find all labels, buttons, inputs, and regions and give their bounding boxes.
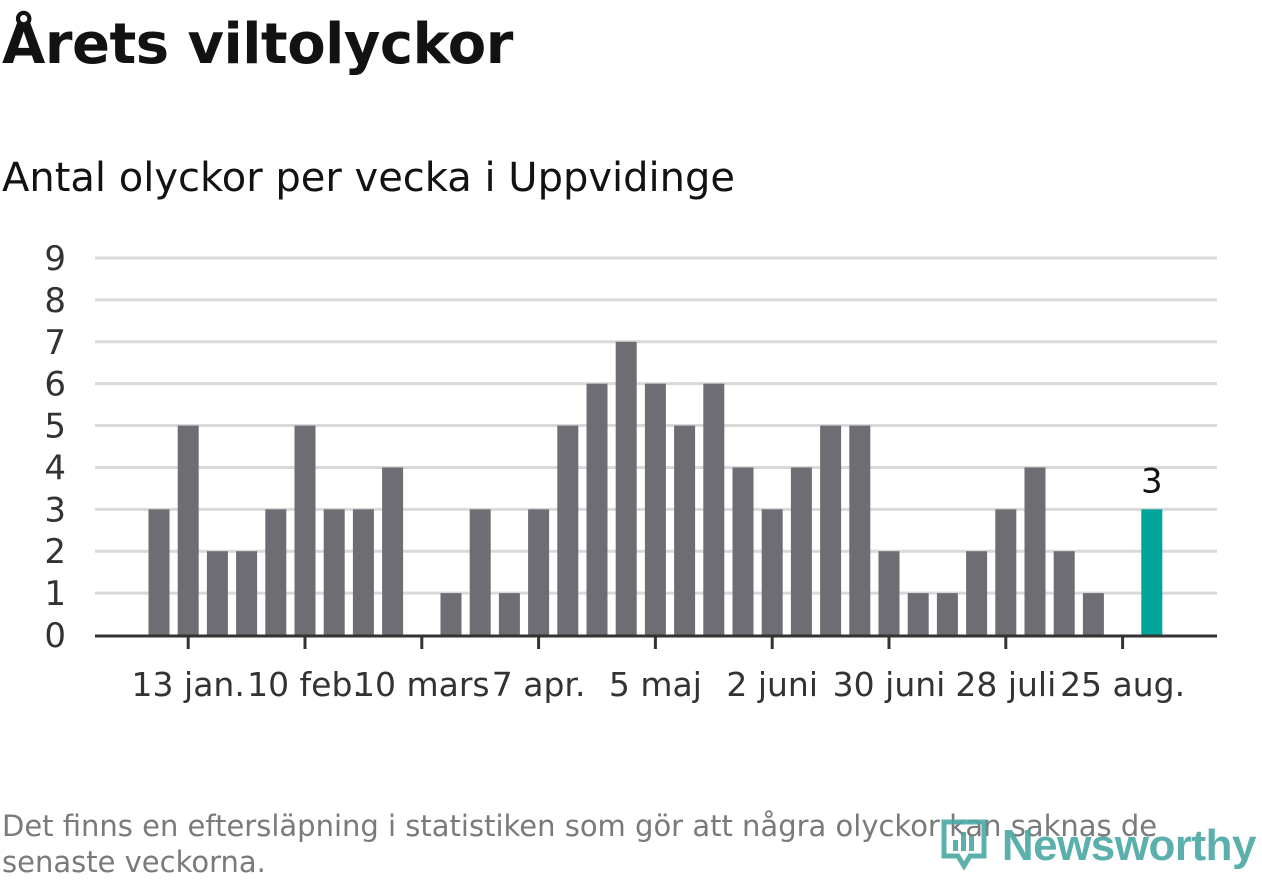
bar xyxy=(1024,467,1046,635)
brand-logo: Newsworthy xyxy=(940,818,1257,874)
x-axis-ticks: 13 jan. 10 feb.10 mars 7 apr. 5 maj 2 juni 30… xyxy=(132,635,1185,704)
y-tick-label: 2 xyxy=(44,532,66,572)
x-tick-label: 2 juni xyxy=(726,665,818,704)
bar xyxy=(265,509,287,635)
bar xyxy=(586,383,608,635)
bar xyxy=(469,509,491,635)
x-tick-label: 13 jan. xyxy=(132,665,245,704)
y-tick-label: 7 xyxy=(44,323,66,363)
bar xyxy=(528,509,550,635)
bar xyxy=(177,425,199,635)
y-tick-label: 9 xyxy=(44,239,66,279)
newsworthy-logo-icon xyxy=(940,818,988,874)
chart-title: Årets viltolyckor xyxy=(2,12,513,77)
bar xyxy=(790,467,812,635)
bar xyxy=(148,509,170,635)
bars xyxy=(148,341,1163,635)
brand-name: Newsworthy xyxy=(1001,821,1257,870)
bar xyxy=(236,551,258,635)
data-labels: 3 xyxy=(1141,461,1163,501)
chart-subtitle: Antal olyckor per vecka i Uppvidinge xyxy=(2,155,736,201)
x-tick-label: 10 mars xyxy=(354,665,490,704)
y-tick-label: 4 xyxy=(44,448,66,488)
bar xyxy=(820,425,842,635)
x-tick-label: 10 feb. xyxy=(247,665,363,704)
bar xyxy=(440,593,462,635)
bar xyxy=(936,593,958,635)
x-tick-label: 30 juni xyxy=(833,665,946,704)
y-tick-label: 5 xyxy=(44,407,66,447)
bar xyxy=(878,551,900,635)
bar xyxy=(907,593,929,635)
bar xyxy=(557,425,579,635)
bar xyxy=(323,509,345,635)
bar xyxy=(1082,593,1104,635)
bar xyxy=(966,551,988,635)
bar xyxy=(1053,551,1075,635)
bar xyxy=(644,383,666,635)
y-tick-label: 8 xyxy=(44,281,66,321)
y-tick-label: 3 xyxy=(44,490,66,530)
bar xyxy=(703,383,725,635)
x-tick-label: 28 juli xyxy=(955,665,1056,704)
bar xyxy=(732,467,754,635)
x-tick-label: 25 aug. xyxy=(1060,665,1185,704)
bar xyxy=(498,593,520,635)
bar xyxy=(761,509,783,635)
bar xyxy=(849,425,871,635)
data-label: 3 xyxy=(1141,461,1163,501)
x-tick-label: 7 apr. xyxy=(492,665,586,704)
y-tick-label: 6 xyxy=(44,365,66,405)
bar xyxy=(995,509,1017,635)
bar xyxy=(382,467,404,635)
bar-highlight xyxy=(1141,509,1163,635)
bar xyxy=(294,425,316,635)
x-tick-label: 5 maj xyxy=(609,665,702,704)
y-tick-label: 1 xyxy=(44,574,66,614)
bar xyxy=(206,551,228,635)
bar xyxy=(352,509,374,635)
bar xyxy=(615,341,637,635)
y-tick-label: 0 xyxy=(44,616,66,656)
bar xyxy=(674,425,696,635)
